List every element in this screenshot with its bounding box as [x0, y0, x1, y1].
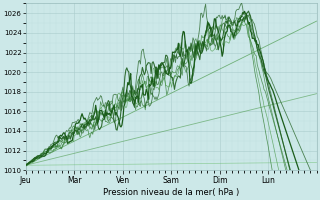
X-axis label: Pression niveau de la mer( hPa ): Pression niveau de la mer( hPa ) [103, 188, 239, 197]
